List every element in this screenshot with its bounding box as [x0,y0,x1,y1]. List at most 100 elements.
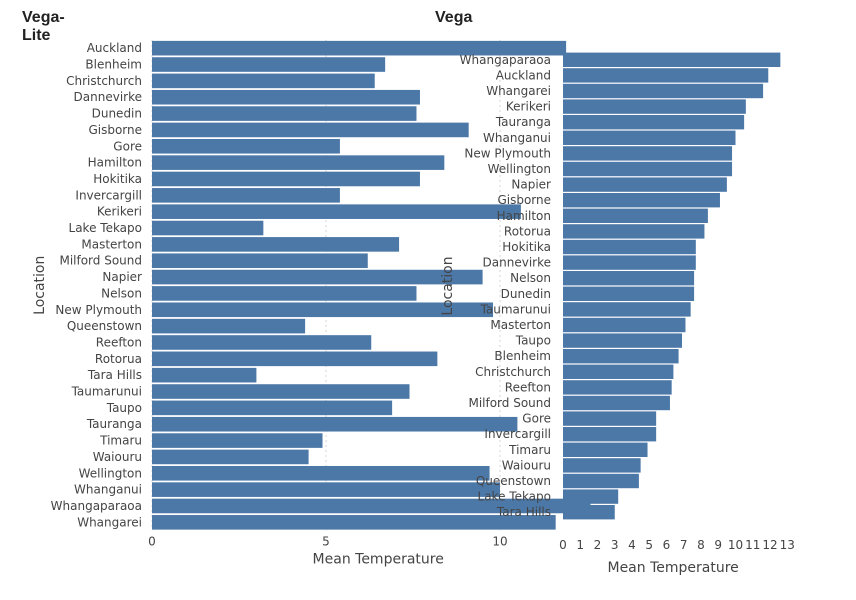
bar [152,204,521,219]
bar [152,367,257,383]
category-label: Tara Hills [496,505,551,519]
bar [152,498,591,514]
bar [152,384,410,399]
x-tick-label: 5 [322,535,330,549]
bar [152,286,417,301]
bar [563,83,764,99]
category-label: Hamilton [88,156,142,170]
bar [152,171,420,187]
bar [563,52,781,67]
bar [152,515,556,530]
category-label: Dunedin [501,287,551,301]
bar [563,473,639,489]
bar [563,380,672,395]
category-label: Whangaparaoa [51,499,142,513]
category-label: Wellington [488,162,551,176]
x-tick-label: 10 [728,538,743,552]
bar [152,269,483,285]
category-label: Christchurch [66,74,142,88]
bar [152,465,490,481]
category-label: Christchurch [475,365,551,379]
bar [152,106,417,121]
category-label: Auckland [496,68,551,82]
category-label: Masterton [81,237,142,251]
category-label: Queenstown [476,474,551,488]
category-label: Invercargill [75,188,142,202]
category-label: Taumarunui [71,385,142,399]
category-label: Hokitika [93,172,142,186]
bar [563,458,641,473]
bar [152,482,500,497]
x-tick-label: 13 [780,538,795,552]
category-label: Gore [113,139,142,153]
category-label: Nelson [510,271,551,285]
category-label: Invercargill [484,427,551,441]
x-tick-label: 5 [645,538,653,552]
category-label: Auckland [87,41,142,55]
x-tick-label: 1 [576,538,584,552]
category-label: Hokitika [502,240,551,254]
bar [563,505,615,520]
category-label: Blenheim [85,58,142,72]
vega-title: Vega [435,9,473,26]
category-label: Waiouru [93,450,142,464]
x-tick-label: 2 [594,538,602,552]
category-label: Kerikeri [506,100,551,114]
category-label: Nelson [101,286,142,300]
x-tick-label: 11 [745,538,760,552]
category-label: Whanganui [74,483,142,497]
bar [563,427,657,442]
x-tick-label: 6 [663,538,671,552]
x-tick-label: 7 [680,538,688,552]
bar [152,433,323,448]
category-label: Rotorua [504,224,551,238]
bar [152,400,393,416]
bar [563,333,683,348]
category-label: New Plymouth [464,146,551,160]
category-label: Whangarei [77,515,142,529]
category-label: Whangaparaoa [460,53,551,67]
category-label: Taupo [515,334,551,348]
bar [563,442,648,457]
category-label: Blenheim [494,349,551,363]
bar [563,349,679,364]
x-tick-label: 4 [628,538,636,552]
category-label: Wellington [79,466,142,480]
x-axis-title: Mean Temperature [313,552,444,568]
category-label: Taumarunui [480,302,551,316]
category-label: Whangarei [486,84,551,98]
x-tick-label: 10 [492,535,507,549]
category-label: Lake Tekapo [69,221,142,235]
bar [152,318,306,334]
category-label: Milford Sound [59,254,142,268]
category-label: Dannevirke [483,256,551,270]
vega-lite-title: Vega-Lite [22,9,65,44]
x-tick-label: 8 [697,538,705,552]
bar [152,351,438,367]
category-label: Reefton [96,335,142,349]
bar [563,411,657,426]
category-label: Queenstown [67,319,142,333]
bar [152,335,372,350]
bar [152,155,445,170]
category-label: Timaru [508,443,551,457]
y-axis-title: Location [32,256,48,315]
bar [563,68,769,83]
category-label: Waiouru [502,458,551,472]
bar [563,271,695,286]
bar [152,237,400,252]
bar [563,286,695,301]
bar [563,489,619,504]
bar [563,99,746,114]
bar [563,177,727,192]
bar [563,239,696,255]
bar [563,146,733,161]
category-label: Dunedin [92,107,142,121]
x-tick-label: 12 [762,538,777,552]
x-tick-label: 9 [714,538,722,552]
bar [152,416,518,432]
category-label: Reefton [505,380,551,394]
category-label: Tara Hills [87,368,142,382]
